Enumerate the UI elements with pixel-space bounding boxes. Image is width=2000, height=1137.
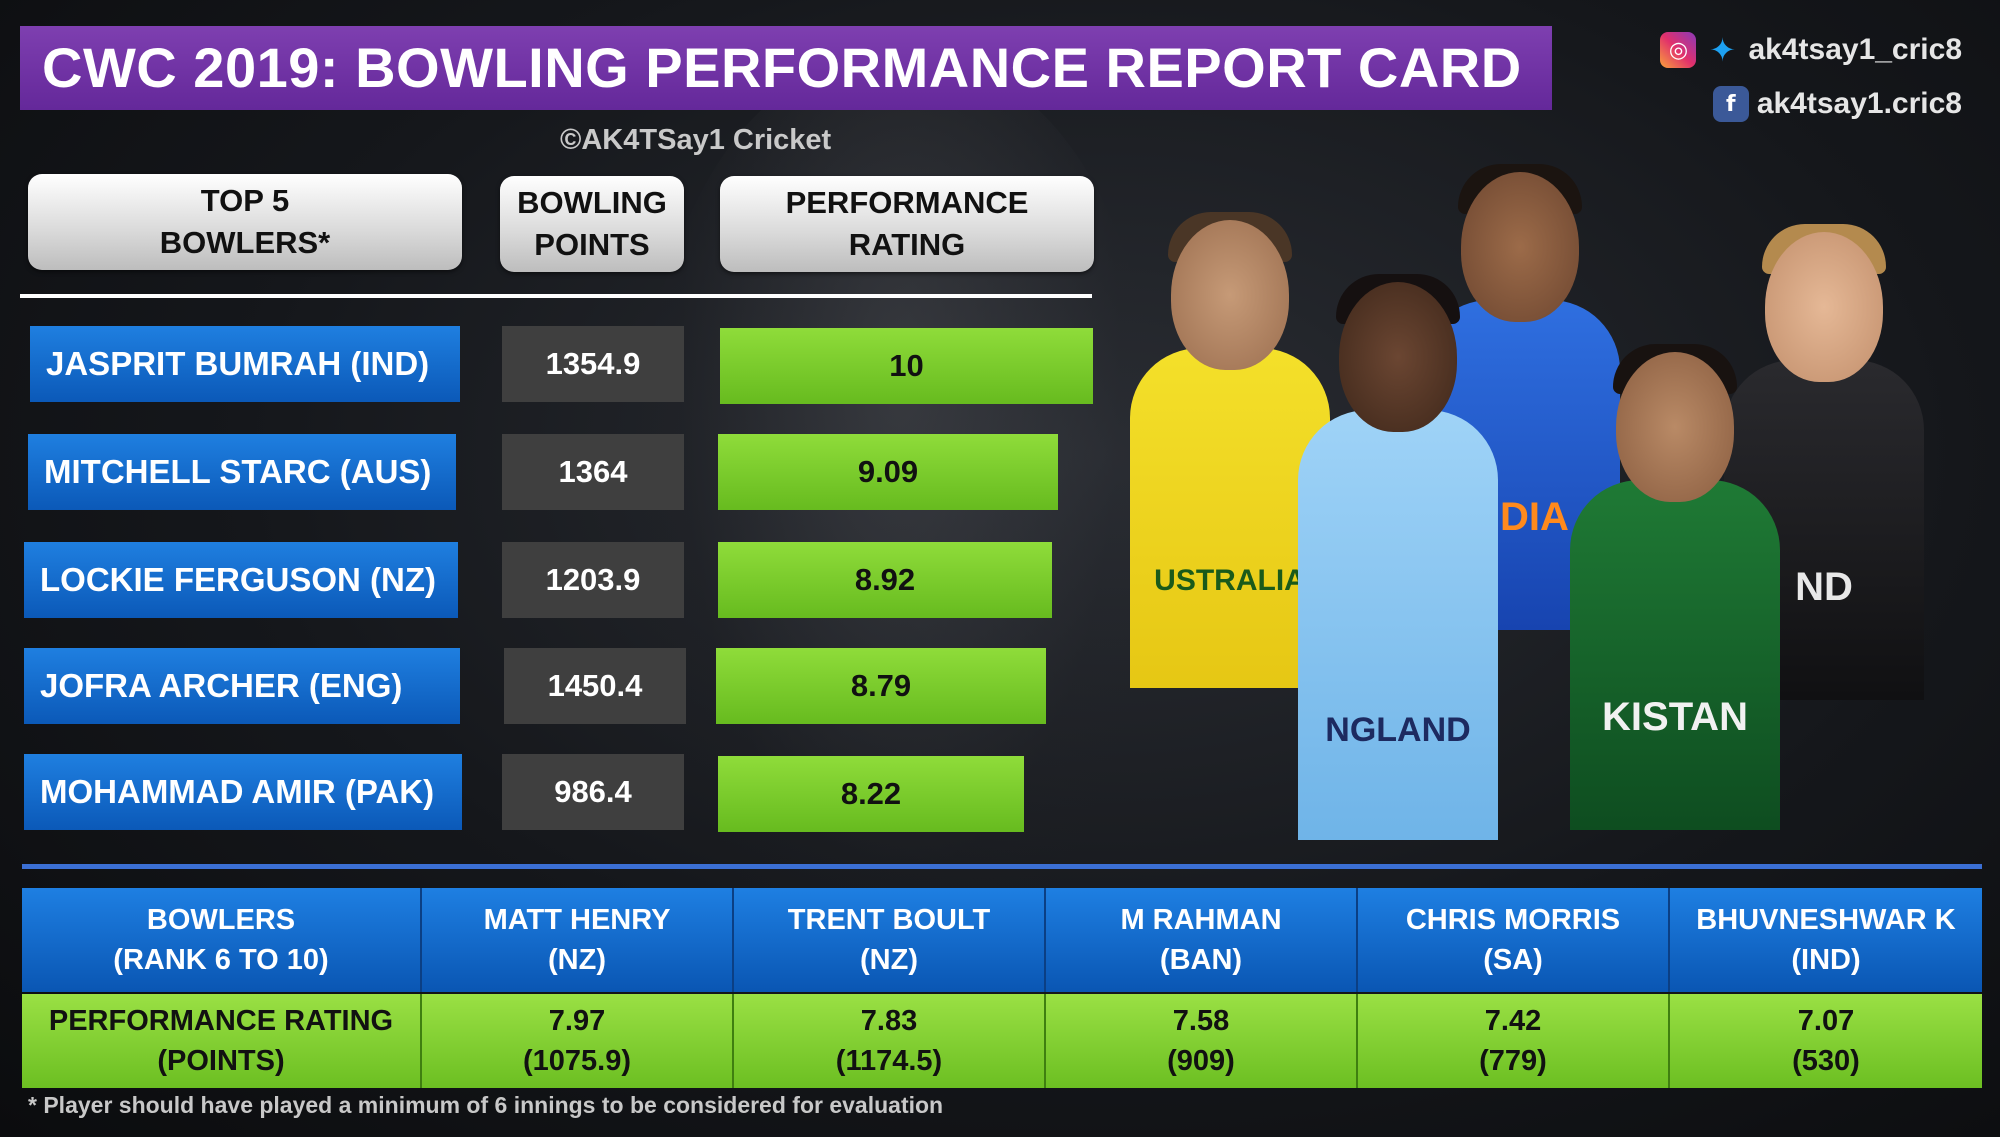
table-bowler-name: BHUVNESHWAR K [1696, 904, 1956, 936]
header-bowling-points: BOWLING POINTS [500, 176, 684, 272]
table-bowler-team: (NZ) [548, 944, 606, 976]
table-head-bowler-8: M RAHMAN (BAN) [1046, 888, 1358, 992]
bowler-rating-1: 10 [720, 328, 1093, 404]
copyright-text: ©AK4TSay1 Cricket [560, 124, 832, 156]
table-points: (779) [1479, 1045, 1547, 1077]
table-head-line: BOWLERS [146, 904, 296, 936]
table-head-bowler-9: CHRIS MORRIS (SA) [1358, 888, 1670, 992]
table-points: (1075.9) [522, 1045, 631, 1077]
instagram-icon[interactable]: ◎ [1660, 32, 1697, 68]
table-head-label: BOWLERS (RANK 6 TO 10) [22, 888, 422, 992]
table-rating: 7.97 [548, 1005, 606, 1037]
bowler-points-1: 1354.9 [502, 326, 684, 402]
social-row-twitter: ◎ ✦ ak4tsay1_cric8 [1660, 30, 1962, 70]
social-handles: ◎ ✦ ak4tsay1_cric8 f ak4tsay1.cric8 [1660, 30, 1962, 138]
table-points: (909) [1167, 1045, 1235, 1077]
jersey-text: KISTAN [1602, 695, 1748, 739]
bowler-name-4: JOFRA ARCHER (ENG) [24, 648, 460, 724]
bowler-rating-4: 8.79 [716, 648, 1046, 724]
bowler-rating-5: 8.22 [718, 756, 1024, 832]
page-title: CWC 2019: BOWLING PERFORMANCE REPORT CAR… [20, 26, 1552, 110]
twitter-handle[interactable]: ak4tsay1_cric8 [1748, 33, 1962, 66]
twitter-icon[interactable]: ✦ [1709, 32, 1736, 68]
table-rating: 7.07 [1797, 1005, 1855, 1037]
header-line: RATING [848, 227, 966, 262]
table-bowler-name: MATT HENRY [483, 904, 671, 936]
bowler-points-3: 1203.9 [502, 542, 684, 618]
table-bowler-name: TRENT BOULT [787, 904, 991, 936]
table-head-line: (RANK 6 TO 10) [113, 944, 329, 976]
table-bowler-team: (IND) [1791, 944, 1861, 976]
bowler-points-5: 986.4 [502, 754, 684, 830]
table-bowler-name: CHRIS MORRIS [1405, 904, 1621, 936]
table-row-line: (POINTS) [157, 1045, 285, 1077]
table-points: (530) [1792, 1045, 1860, 1077]
facebook-handle[interactable]: ak4tsay1.cric8 [1756, 87, 1962, 120]
player-photo-starc: USTRALIA [1130, 198, 1330, 688]
bowler-points-2: 1364 [502, 434, 684, 510]
jersey-text: ND [1795, 565, 1853, 609]
table-head-bowler-7: TRENT BOULT (NZ) [734, 888, 1046, 992]
table-value-bowler-6: 7.97 (1075.9) [422, 994, 734, 1088]
table-rating: 7.83 [860, 1005, 918, 1037]
bowler-rating-3: 8.92 [718, 542, 1052, 618]
jersey-text: USTRALIA [1154, 564, 1306, 597]
table-row-line: PERFORMANCE RATING [48, 1005, 394, 1037]
header-divider [20, 294, 1092, 298]
header-line: TOP 5 [200, 183, 290, 218]
table-bowler-name: M RAHMAN [1120, 904, 1282, 936]
social-row-facebook: f ak4tsay1.cric8 [1660, 84, 1962, 124]
header-line: PERFORMANCE [785, 185, 1029, 220]
table-row-label: PERFORMANCE RATING (POINTS) [22, 994, 422, 1088]
table-value-bowler-7: 7.83 (1174.5) [734, 994, 1046, 1088]
table-head-bowler-6: MATT HENRY (NZ) [422, 888, 734, 992]
table-value-bowler-9: 7.42 (779) [1358, 994, 1670, 1088]
table-rating: 7.58 [1172, 1005, 1230, 1037]
table-value-bowler-10: 7.07 (530) [1670, 994, 1982, 1088]
bowler-name-1: JASPRIT BUMRAH (IND) [30, 326, 460, 402]
header-performance-rating: PERFORMANCE RATING [720, 176, 1094, 272]
table-rating: 7.42 [1484, 1005, 1542, 1037]
table-head-bowler-10: BHUVNESHWAR K (IND) [1670, 888, 1982, 992]
bowler-points-4: 1450.4 [504, 648, 686, 724]
bowler-name-5: MOHAMMAD AMIR (PAK) [24, 754, 462, 830]
header-line: BOWLING [517, 185, 667, 220]
table-bowler-team: (SA) [1483, 944, 1543, 976]
bowler-name-2: MITCHELL STARC (AUS) [28, 434, 456, 510]
player-photo-amir: KISTAN [1570, 330, 1780, 830]
bowler-name-3: LOCKIE FERGUSON (NZ) [24, 542, 458, 618]
table-bowler-team: (NZ) [860, 944, 918, 976]
table-bowler-team: (BAN) [1159, 944, 1243, 976]
table-points: (1174.5) [835, 1045, 943, 1077]
player-photo-archer: NGLAND [1298, 260, 1498, 840]
table-value-bowler-8: 7.58 (909) [1046, 994, 1358, 1088]
bowler-rating-2: 9.09 [718, 434, 1058, 510]
header-top5-bowlers: TOP 5 BOWLERS* [28, 174, 462, 270]
jersey-text: NGLAND [1325, 711, 1471, 749]
player-photos: NDIA USTRALIA ND NGLAND KISTAN [1130, 150, 1950, 840]
facebook-icon[interactable]: f [1712, 86, 1749, 122]
header-line: POINTS [534, 227, 650, 262]
footnote: * Player should have played a minimum of… [28, 1092, 944, 1118]
header-line: BOWLERS* [159, 225, 331, 260]
section-divider [22, 864, 1982, 869]
